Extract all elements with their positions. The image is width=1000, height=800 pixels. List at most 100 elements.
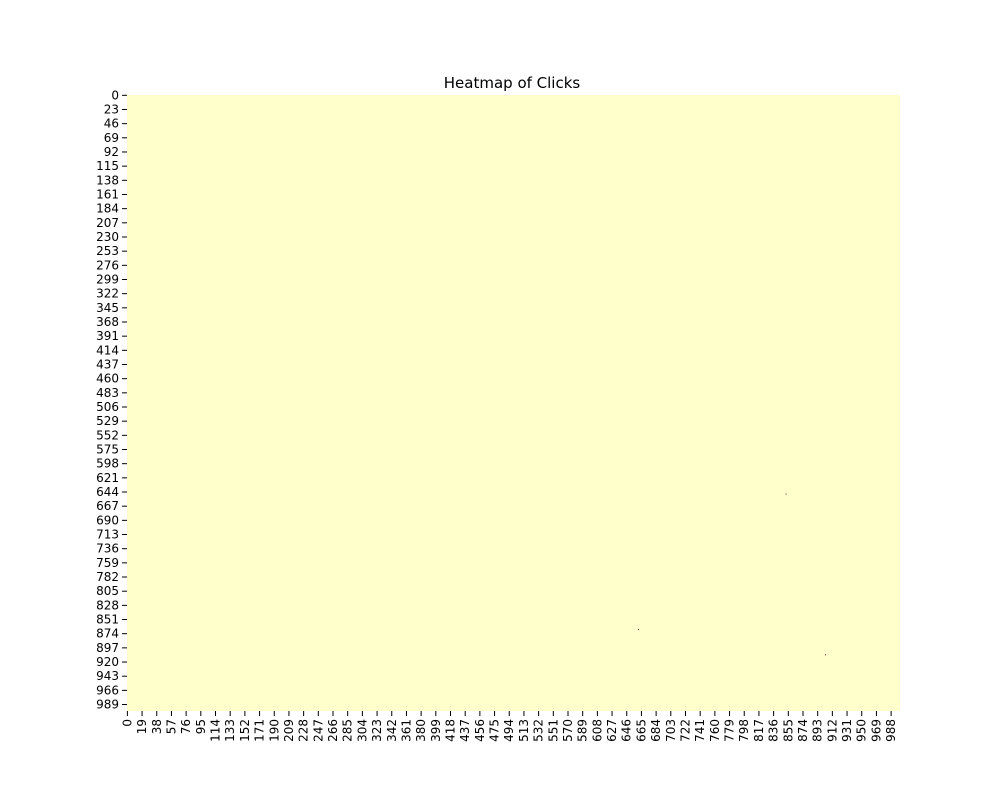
y-tick-label: 713 xyxy=(96,528,119,542)
y-tick-label: 0 xyxy=(111,88,119,102)
heatmap-cells xyxy=(637,493,827,656)
y-tick-label: 161 xyxy=(96,187,119,201)
x-tick-label: 361 xyxy=(399,719,413,742)
y-tick-label: 828 xyxy=(96,598,119,612)
x-tick-label: 57 xyxy=(164,719,178,734)
y-tick-label: 115 xyxy=(96,159,119,173)
y-tick-label: 851 xyxy=(96,613,119,627)
x-tick-label: 836 xyxy=(767,719,781,742)
y-tick-label: 989 xyxy=(96,698,119,712)
y-tick-label: 621 xyxy=(96,471,119,485)
y-tick-label: 437 xyxy=(96,358,119,372)
x-tick-label: 855 xyxy=(781,719,795,742)
x-tick-label: 646 xyxy=(620,719,634,742)
x-tick-label: 304 xyxy=(355,719,369,742)
heatmap-cell xyxy=(825,654,827,656)
y-tick-label: 299 xyxy=(96,272,119,286)
y-tick-label: 69 xyxy=(104,131,119,145)
x-tick-label: 532 xyxy=(532,719,546,742)
x-tick-label: 19 xyxy=(135,719,149,734)
x-tick-label: 703 xyxy=(664,719,678,742)
y-axis: 0234669921151381611842072302532762993223… xyxy=(96,88,127,712)
y-tick-label: 736 xyxy=(96,542,119,556)
x-tick-label: 817 xyxy=(752,719,766,742)
x-tick-label: 133 xyxy=(223,719,237,742)
x-tick-label: 969 xyxy=(869,719,883,742)
y-tick-label: 667 xyxy=(96,499,119,513)
x-tick-label: 114 xyxy=(209,719,223,742)
y-tick-label: 276 xyxy=(96,258,119,272)
x-tick-label: 513 xyxy=(517,719,531,742)
x-tick-label: 779 xyxy=(723,719,737,742)
x-tick-label: 741 xyxy=(693,719,707,742)
x-tick-label: 399 xyxy=(429,719,443,742)
y-tick-label: 506 xyxy=(96,400,119,414)
y-tick-label: 460 xyxy=(96,372,119,386)
x-tick-label: 551 xyxy=(546,719,560,742)
y-tick-label: 391 xyxy=(96,329,119,343)
x-tick-label: 342 xyxy=(385,719,399,742)
y-tick-label: 368 xyxy=(96,315,119,329)
y-tick-label: 575 xyxy=(96,443,119,457)
y-tick-label: 207 xyxy=(96,216,119,230)
x-tick-label: 437 xyxy=(458,719,472,742)
y-tick-label: 253 xyxy=(96,244,119,258)
x-tick-label: 228 xyxy=(297,719,311,742)
x-tick-label: 285 xyxy=(341,719,355,742)
x-tick-label: 722 xyxy=(678,719,692,742)
x-tick-label: 950 xyxy=(855,719,869,742)
y-tick-label: 920 xyxy=(96,655,119,669)
x-tick-label: 893 xyxy=(811,719,825,742)
x-tick-label: 418 xyxy=(444,719,458,742)
heatmap-cell xyxy=(785,493,787,495)
y-tick-label: 598 xyxy=(96,457,119,471)
y-tick-label: 529 xyxy=(96,414,119,428)
x-tick-label: 323 xyxy=(370,719,384,742)
x-tick-label: 95 xyxy=(194,719,208,734)
x-tick-label: 684 xyxy=(649,719,663,742)
x-tick-label: 209 xyxy=(282,719,296,742)
x-tick-label: 570 xyxy=(561,719,575,742)
x-tick-label: 874 xyxy=(796,719,810,742)
y-tick-label: 230 xyxy=(96,230,119,244)
x-tick-label: 912 xyxy=(825,719,839,742)
x-tick-label: 247 xyxy=(311,719,325,742)
x-tick-label: 589 xyxy=(576,719,590,742)
x-tick-label: 171 xyxy=(253,719,267,742)
y-tick-label: 46 xyxy=(104,117,119,131)
y-tick-label: 322 xyxy=(96,287,119,301)
x-tick-label: 456 xyxy=(473,719,487,742)
x-tick-label: 266 xyxy=(326,719,340,742)
x-tick-label: 760 xyxy=(708,719,722,742)
x-tick-label: 798 xyxy=(737,719,751,742)
heatmap-area xyxy=(127,95,900,711)
y-tick-label: 897 xyxy=(96,641,119,655)
y-tick-label: 23 xyxy=(104,102,119,116)
y-tick-label: 805 xyxy=(96,584,119,598)
y-tick-label: 184 xyxy=(96,202,119,216)
y-tick-label: 414 xyxy=(96,343,119,357)
y-tick-label: 345 xyxy=(96,301,119,315)
x-tick-label: 190 xyxy=(267,719,281,742)
x-tick-label: 0 xyxy=(120,719,134,727)
y-tick-label: 874 xyxy=(96,627,119,641)
x-tick-label: 988 xyxy=(884,719,898,742)
x-tick-label: 931 xyxy=(840,719,854,742)
y-tick-label: 92 xyxy=(104,145,119,159)
x-tick-label: 38 xyxy=(150,719,164,734)
x-tick-label: 494 xyxy=(502,719,516,742)
y-tick-label: 483 xyxy=(96,386,119,400)
x-tick-label: 152 xyxy=(238,719,252,742)
x-tick-label: 76 xyxy=(179,719,193,734)
chart-title: Heatmap of Clicks xyxy=(444,74,581,92)
y-tick-label: 759 xyxy=(96,556,119,570)
y-tick-label: 690 xyxy=(96,513,119,527)
x-axis: 0 19 38 57 76 95 114 133 152 171 190 209 228 247 266 28… xyxy=(120,711,898,742)
x-tick-label: 627 xyxy=(605,719,619,742)
heatmap-cell xyxy=(637,629,639,631)
y-tick-label: 943 xyxy=(96,669,119,683)
y-tick-label: 552 xyxy=(96,428,119,442)
y-tick-label: 644 xyxy=(96,485,119,499)
y-tick-label: 966 xyxy=(96,683,119,697)
